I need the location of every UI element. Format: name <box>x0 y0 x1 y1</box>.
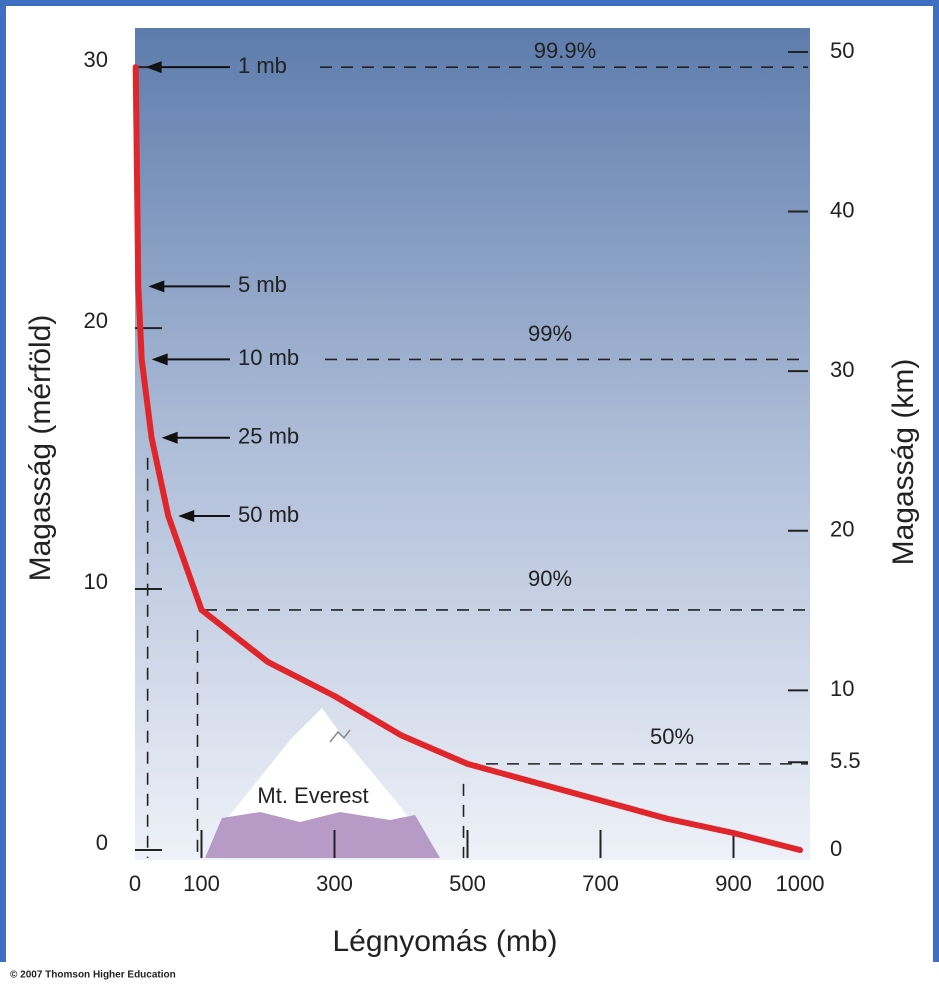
y-tick-label: 10 <box>84 569 108 594</box>
percent-label: 99.9% <box>534 38 596 63</box>
pressure-label: 50 mb <box>238 502 299 527</box>
pressure-label: 25 mb <box>238 424 299 449</box>
y2-tick-label: 30 <box>830 357 854 382</box>
x-tick-label: 100 <box>183 871 220 896</box>
x-axis-title: Légnyomás (mb) <box>332 925 557 958</box>
pressure-label: 1 mb <box>238 53 287 78</box>
percent-label: 90% <box>528 566 572 591</box>
plot-area <box>135 28 810 860</box>
x-tick-label: 900 <box>715 871 752 896</box>
y-axis-title: Magasság (mérföld) <box>24 315 57 582</box>
arrow-head <box>178 509 195 522</box>
x-tick-label: 300 <box>316 871 353 896</box>
arrow-head <box>145 61 162 74</box>
everest-label: Mt. Everest <box>257 783 368 808</box>
arrow-head <box>161 431 178 444</box>
copyright: © 2007 Thomson Higher Education <box>10 970 176 981</box>
x-tick-label: 500 <box>449 871 486 896</box>
everest <box>205 708 440 858</box>
y-tick-label: 20 <box>84 308 108 333</box>
percent-label: 99% <box>528 321 572 346</box>
y2-tick-label: 0 <box>830 836 842 861</box>
percent-label: 50% <box>650 724 694 749</box>
arrow-head <box>148 280 165 293</box>
pressure-label: 10 mb <box>238 345 299 370</box>
x-tick-label: 700 <box>582 871 619 896</box>
y2-tick-label: 50 <box>830 38 854 63</box>
y2-tick-label: 40 <box>830 197 854 222</box>
y-tick-label: 0 <box>96 830 108 855</box>
y2-tick-label: 10 <box>830 676 854 701</box>
x-tick-label: 1000 <box>776 871 825 896</box>
y2-tick-label: 20 <box>830 517 854 542</box>
arrow-head <box>151 353 168 366</box>
y2-axis-title: Magasság (km) <box>887 359 920 566</box>
x-tick-label: 0 <box>129 871 141 896</box>
pressure-label: 5 mb <box>238 272 287 297</box>
y2-tick-label: 5.5 <box>830 748 861 773</box>
y-tick-label: 30 <box>84 47 108 72</box>
line-series <box>132 64 803 853</box>
